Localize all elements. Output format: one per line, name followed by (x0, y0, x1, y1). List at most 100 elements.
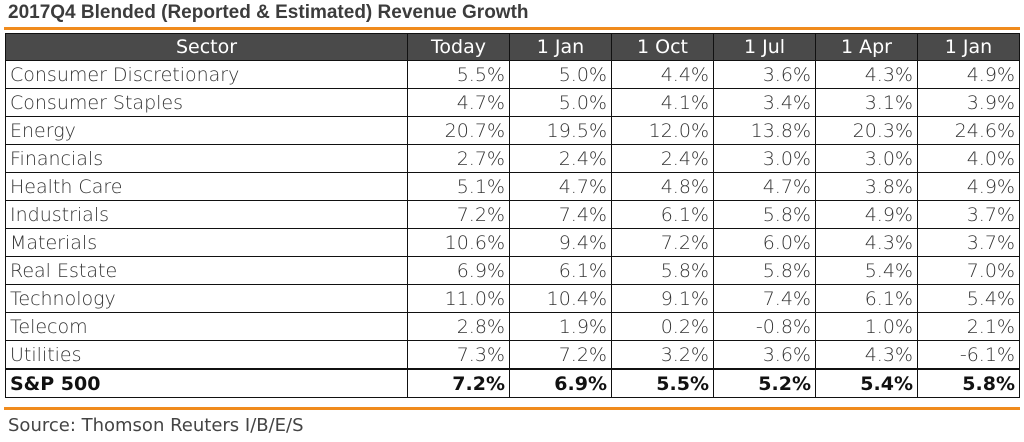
value-cell: 2.1% (917, 312, 1020, 341)
sector-cell: Telecom (5, 312, 408, 341)
bottom-accent-rule (4, 407, 1020, 410)
value-cell: 7.2% (407, 200, 510, 229)
table-row: Industrials 7.2% 7.4% 6.1% 5.8% 4.9% 3.7% (5, 200, 1020, 229)
table-row: Telecom 2.8% 1.9% 0.2% -0.8% 1.0% 2.1% (5, 312, 1020, 341)
revenue-growth-table: Sector Today 1 Jan 1 Oct 1 Jul 1 Apr 1 J… (5, 33, 1020, 398)
value-cell: 3.0% (815, 144, 918, 173)
value-cell: 5.4% (815, 256, 918, 285)
value-cell: 3.9% (917, 88, 1020, 117)
value-cell: 0.2% (611, 312, 714, 341)
value-cell: 4.3% (815, 340, 918, 370)
header-cell: 1 Jan (509, 33, 612, 61)
value-cell: 12.0% (611, 116, 714, 145)
value-cell: 3.7% (917, 228, 1020, 257)
value-cell: 6.9% (407, 256, 510, 285)
value-cell: 4.0% (917, 144, 1020, 173)
value-cell: 6.1% (815, 284, 918, 313)
value-cell: 4.7% (407, 88, 510, 117)
value-cell: 3.0% (713, 144, 816, 173)
value-cell: 7.4% (509, 200, 612, 229)
value-cell: 5.8% (713, 256, 816, 285)
top-accent-rule (4, 27, 1020, 30)
sector-cell: Real Estate (5, 256, 408, 285)
value-cell: 3.6% (713, 340, 816, 370)
table-row: Consumer Staples 4.7% 5.0% 4.1% 3.4% 3.1% 3.9% (5, 88, 1020, 117)
value-cell: 7.0% (917, 256, 1020, 285)
value-cell: 5.4% (917, 284, 1020, 313)
table-title: 2017Q4 Blended (Reported & Estimated) Re… (8, 2, 529, 23)
table-row: Energy 20.7% 19.5% 12.0% 13.8% 20.3% 24.6% (5, 116, 1020, 145)
value-cell: 3.7% (917, 200, 1020, 229)
value-cell: 11.0% (407, 284, 510, 313)
table-row: Consumer Discretionary 5.5% 5.0% 4.4% 3.6% 4.… (5, 60, 1020, 89)
header-cell: 1 Jan (917, 33, 1020, 61)
value-cell: 5.0% (509, 88, 612, 117)
table-body: Consumer Discretionary 5.5% 5.0% 4.4% 3.6% 4.… (5, 60, 1020, 398)
sector-cell: Consumer Staples (5, 88, 408, 117)
value-cell: 7.2% (407, 368, 510, 398)
value-cell: 5.2% (713, 368, 816, 398)
value-cell: 20.7% (407, 116, 510, 145)
value-cell: 4.3% (815, 228, 918, 257)
table-row: Utilities 7.3% 7.2% 3.2% 3.6% 4.3% -6.1% (5, 340, 1020, 370)
header-row: Sector Today 1 Jan 1 Oct 1 Jul 1 Apr 1 J… (5, 33, 1020, 61)
value-cell: 4.9% (815, 200, 918, 229)
header-cell: Today (407, 33, 510, 61)
value-cell: 2.4% (611, 144, 714, 173)
value-cell: -6.1% (917, 340, 1020, 370)
value-cell: 2.8% (407, 312, 510, 341)
value-cell: 3.2% (611, 340, 714, 370)
value-cell: 4.9% (917, 60, 1020, 89)
value-cell: 6.9% (509, 368, 612, 398)
value-cell: -0.8% (713, 312, 816, 341)
source-note: Source: Thomson Reuters I/B/E/S (8, 415, 304, 436)
sector-cell: Utilities (5, 340, 408, 370)
value-cell: 19.5% (509, 116, 612, 145)
value-cell: 7.2% (509, 340, 612, 370)
value-cell: 5.8% (713, 200, 816, 229)
value-cell: 7.4% (713, 284, 816, 313)
value-cell: 4.7% (713, 172, 816, 201)
value-cell: 5.0% (509, 60, 612, 89)
value-cell: 3.6% (713, 60, 816, 89)
value-cell: 4.4% (611, 60, 714, 89)
sector-cell: Consumer Discretionary (5, 60, 408, 89)
header-cell: Sector (5, 33, 408, 61)
value-cell: 3.8% (815, 172, 918, 201)
sector-cell: Health Care (5, 172, 408, 201)
value-cell: 4.3% (815, 60, 918, 89)
value-cell: 5.5% (611, 368, 714, 398)
value-cell: 9.4% (509, 228, 612, 257)
value-cell: 7.2% (611, 228, 714, 257)
header-cell: 1 Apr (815, 33, 918, 61)
header-cell: 1 Jul (713, 33, 816, 61)
value-cell: 3.4% (713, 88, 816, 117)
sector-cell: Technology (5, 284, 408, 313)
value-cell: 4.7% (509, 172, 612, 201)
table-row: Real Estate 6.9% 6.1% 5.8% 5.8% 5.4% 7.0% (5, 256, 1020, 285)
value-cell: 3.1% (815, 88, 918, 117)
value-cell: 9.1% (611, 284, 714, 313)
table-row: Materials 10.6% 9.4% 7.2% 6.0% 4.3% 3.7% (5, 228, 1020, 257)
value-cell: 5.1% (407, 172, 510, 201)
value-cell: 6.0% (713, 228, 816, 257)
table-row: Technology 11.0% 10.4% 9.1% 7.4% 6.1% 5.4% (5, 284, 1020, 313)
value-cell: 1.9% (509, 312, 612, 341)
value-cell: 6.1% (611, 200, 714, 229)
value-cell: 5.5% (407, 60, 510, 89)
value-cell: 1.0% (815, 312, 918, 341)
value-cell: 2.7% (407, 144, 510, 173)
value-cell: 5.8% (611, 256, 714, 285)
value-cell: 10.6% (407, 228, 510, 257)
sector-cell: Energy (5, 116, 408, 145)
table-row: Financials 2.7% 2.4% 2.4% 3.0% 3.0% 4.0% (5, 144, 1020, 173)
table-row: Health Care 5.1% 4.7% 4.8% 4.7% 3.8% 4.9% (5, 172, 1020, 201)
sector-cell: Financials (5, 144, 408, 173)
value-cell: 4.1% (611, 88, 714, 117)
value-cell: 24.6% (917, 116, 1020, 145)
value-cell: 4.9% (917, 172, 1020, 201)
value-cell: 7.3% (407, 340, 510, 370)
sector-cell: Materials (5, 228, 408, 257)
value-cell: 10.4% (509, 284, 612, 313)
total-row: S&P 500 7.2% 6.9% 5.5% 5.2% 5.4% 5.8% (5, 368, 1020, 398)
